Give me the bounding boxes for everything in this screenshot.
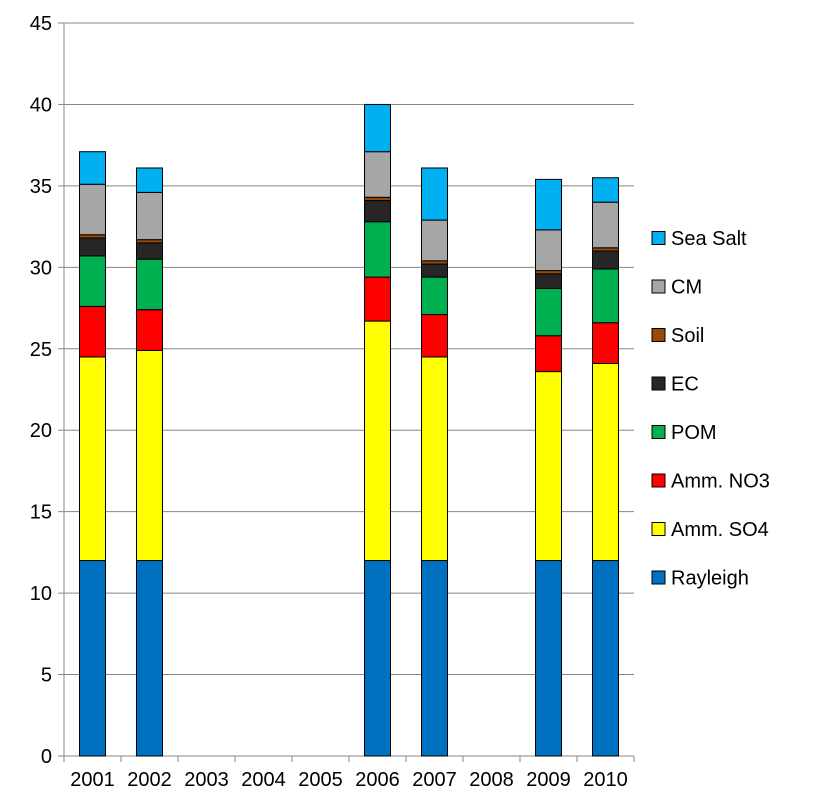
legend-label: EC bbox=[671, 374, 699, 396]
legend-swatch bbox=[651, 473, 666, 488]
x-tick-label: 2008 bbox=[469, 769, 514, 791]
legend-swatch bbox=[651, 425, 666, 439]
bar-segment bbox=[364, 151, 391, 198]
x-tick-label: 2003 bbox=[184, 769, 229, 791]
bar-segment bbox=[364, 276, 391, 322]
tick-labels: 0 5 10 15 20 25 30 35 40 45 2001 2002 2003 2004 2005 20… bbox=[30, 13, 628, 791]
bar-segment bbox=[136, 242, 163, 260]
bar-segment bbox=[136, 309, 163, 351]
bar-segment bbox=[535, 335, 562, 373]
x-tick-label: 2004 bbox=[241, 769, 286, 791]
bar-segment bbox=[535, 371, 562, 562]
x-tick-label: 2005 bbox=[298, 769, 343, 791]
bar-segment bbox=[364, 200, 391, 223]
y-tick-label: 40 bbox=[30, 94, 52, 116]
bar-segment bbox=[136, 349, 163, 562]
bar-segment bbox=[79, 183, 106, 236]
bar-segment bbox=[136, 258, 163, 311]
x-tick-label: 2007 bbox=[412, 769, 457, 791]
y-tick-label: 45 bbox=[30, 13, 52, 35]
legend-swatch bbox=[651, 279, 666, 294]
legend-swatch bbox=[651, 570, 666, 585]
x-tick-label: 2009 bbox=[526, 769, 571, 791]
bar-segment bbox=[592, 322, 619, 364]
y-tick-label: 10 bbox=[30, 583, 52, 605]
bar-segment bbox=[592, 201, 619, 249]
bar-segment bbox=[136, 560, 163, 757]
bar-segment bbox=[136, 167, 163, 193]
y-tick-label: 30 bbox=[30, 257, 52, 279]
bar-segment bbox=[421, 167, 448, 221]
bar-segment bbox=[592, 250, 619, 270]
bar-segment bbox=[421, 356, 448, 562]
bar-segment bbox=[592, 560, 619, 757]
legend-label: POM bbox=[671, 422, 717, 444]
legend-label: Amm. SO4 bbox=[671, 519, 769, 541]
x-tick-label: 2006 bbox=[355, 769, 400, 791]
bar-segment bbox=[364, 103, 391, 153]
legend-label: Amm. NO3 bbox=[671, 471, 770, 493]
bar-segment bbox=[79, 356, 106, 562]
bar-segment bbox=[421, 219, 448, 262]
bar-segment bbox=[364, 320, 391, 562]
y-tick-label: 5 bbox=[41, 665, 52, 687]
legend-label: Rayleigh bbox=[671, 568, 749, 590]
bar-segment bbox=[79, 255, 106, 307]
bar-segment bbox=[535, 229, 562, 272]
legend-swatch bbox=[651, 328, 666, 342]
bar-segment bbox=[592, 177, 619, 203]
bar-segment bbox=[79, 237, 106, 257]
bar-segment bbox=[592, 268, 619, 324]
bar-segment bbox=[79, 560, 106, 757]
bar-segment bbox=[592, 362, 619, 562]
bar-segment bbox=[535, 178, 562, 231]
y-tick-label: 20 bbox=[30, 420, 52, 442]
bar-segment bbox=[535, 288, 562, 337]
bar-segment bbox=[136, 191, 163, 241]
bar-segment bbox=[364, 560, 391, 757]
x-tick-label: 2010 bbox=[583, 769, 628, 791]
bar-segment bbox=[79, 151, 106, 185]
bars bbox=[79, 103, 619, 757]
bar-segment bbox=[79, 305, 106, 358]
legend-label: Sea Salt bbox=[671, 228, 747, 250]
legend-swatch bbox=[651, 376, 666, 391]
bar-segment bbox=[421, 560, 448, 757]
legend: Sea Salt CM Soil EC POM Amm. NO3 Amm. SO4 Rayle… bbox=[651, 228, 770, 590]
legend-swatch bbox=[651, 231, 666, 245]
bar-segment bbox=[535, 273, 562, 290]
x-tick-label: 2001 bbox=[70, 769, 115, 791]
bar-segment bbox=[421, 314, 448, 358]
legend-label: CM bbox=[671, 277, 702, 299]
bar-segment bbox=[421, 276, 448, 316]
bar-segment bbox=[364, 221, 391, 278]
y-tick-label: 25 bbox=[30, 339, 52, 361]
y-tick-label: 15 bbox=[30, 502, 52, 524]
legend-label: Soil bbox=[671, 325, 704, 347]
y-tick-label: 35 bbox=[30, 176, 52, 198]
bar-segment bbox=[421, 263, 448, 278]
bar-segment bbox=[535, 560, 562, 757]
legend-swatch bbox=[651, 522, 666, 536]
x-tick-label: 2002 bbox=[127, 769, 172, 791]
y-tick-label: 0 bbox=[41, 746, 52, 768]
